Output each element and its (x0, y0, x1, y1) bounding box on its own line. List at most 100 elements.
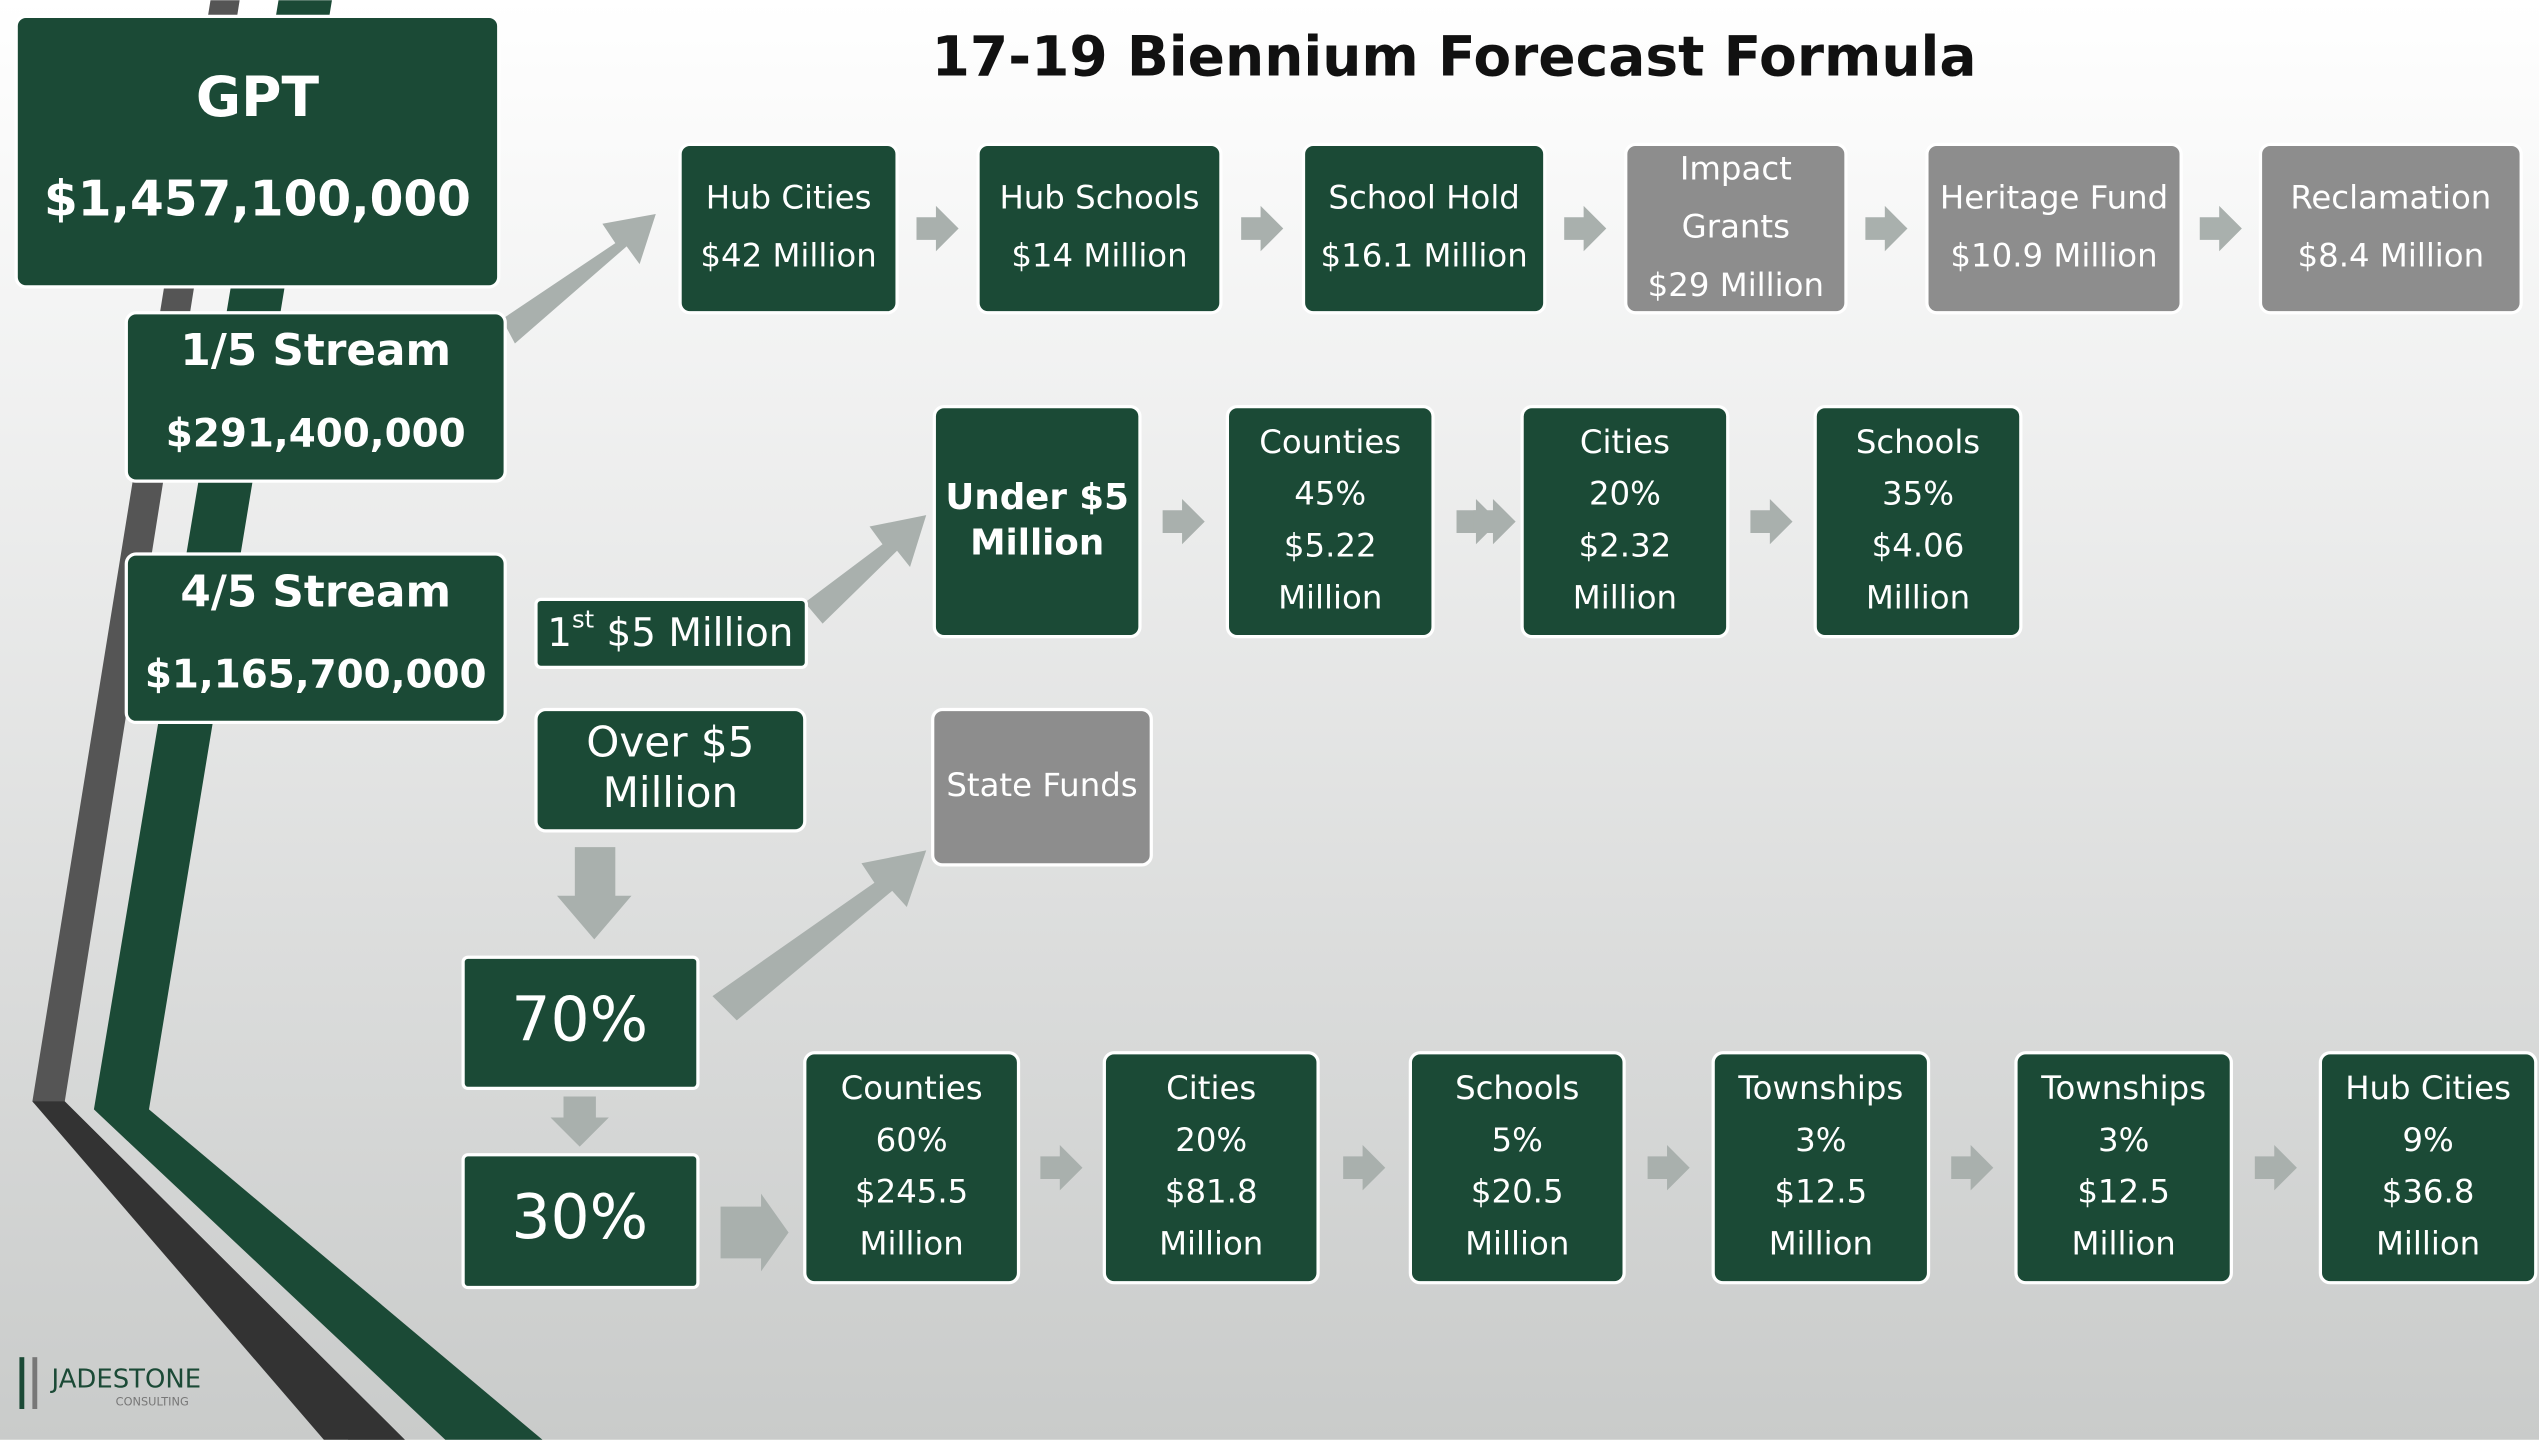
box-text: 60% (876, 1121, 948, 1159)
stream-box (124, 552, 507, 725)
box-text: $8.4 Million (2298, 237, 2485, 275)
box-text: 3% (1795, 1121, 1846, 1159)
box-text: Million (1465, 1224, 1569, 1262)
box-text: $14 Million (1011, 237, 1187, 275)
box-text: $12.5 (2077, 1173, 2170, 1211)
box-text: Over $5 (586, 718, 754, 767)
box (2318, 1051, 2538, 1285)
box-text: Million (1278, 578, 1382, 616)
box-text: 20% (1175, 1121, 1247, 1159)
arrow (1040, 1145, 1083, 1191)
arrow (1750, 498, 1793, 545)
gpt-label: GPT (196, 65, 320, 129)
box-text: $36.8 (2382, 1173, 2475, 1211)
arrows (501, 213, 927, 1272)
box-text: Million (2072, 1224, 2176, 1262)
box-text: Million (603, 768, 739, 817)
pct-30: 30% (511, 1181, 648, 1253)
box-text: Million (1769, 1224, 1873, 1262)
pct-box (461, 955, 700, 1091)
arrow (1564, 205, 1607, 252)
box-text: Million (1573, 578, 1677, 616)
stream-label: 4/5 Stream (180, 567, 451, 618)
box (1102, 1051, 1320, 1285)
box-text: Hub Schools (999, 178, 1199, 216)
stream-value: $1,165,700,000 (145, 653, 487, 698)
title: 17-19 Biennium Forecast Formula (932, 24, 1977, 88)
box-text: $29 Million (1648, 266, 1824, 304)
box-text: $4.06 (1872, 527, 1965, 565)
box (1301, 142, 1547, 315)
split-text-part: $5 Million (594, 610, 793, 655)
gpt-value: $1,457,100,000 (44, 172, 471, 228)
pct-box (461, 1153, 700, 1290)
box (931, 707, 1153, 867)
box-text: Under $5 (945, 477, 1128, 518)
box-text: Townships (2040, 1069, 2206, 1107)
box (1925, 142, 2183, 315)
box-text: 9% (2402, 1121, 2453, 1159)
box-text: $5.22 (1284, 527, 1377, 565)
arrow (916, 205, 959, 252)
box-text: Cities (1166, 1069, 1256, 1107)
box (2258, 142, 2523, 315)
arrow (1241, 205, 1284, 252)
box-text: Million (1159, 1224, 1263, 1262)
split-text-part: 1 (547, 610, 572, 655)
box-text: 3% (2098, 1121, 2149, 1159)
box-text: $20.5 (1471, 1173, 1564, 1211)
box-text: Reclamation (2290, 178, 2491, 216)
box-text: Million (970, 522, 1104, 563)
box-text: Townships (1737, 1069, 1903, 1107)
box (1624, 142, 1848, 315)
stream-label: 1/5 Stream (180, 325, 451, 376)
box (2014, 1051, 2233, 1285)
box-text: 5% (1492, 1121, 1543, 1159)
box-text: Hub Cities (706, 178, 872, 216)
arrow (557, 847, 632, 940)
box-text: Grants (1682, 208, 1790, 246)
box (1408, 1051, 1626, 1285)
box-text: Cities (1580, 423, 1670, 461)
box-text: 20% (1589, 475, 1661, 513)
arrow (2199, 205, 2242, 252)
arrow (1951, 1145, 1994, 1191)
box (534, 707, 807, 833)
logo-name: JADESTONE (50, 1364, 202, 1394)
split-text-part: st (572, 604, 594, 633)
box (1711, 1051, 1931, 1285)
arrow (1162, 498, 1205, 545)
box-text: Impact (1680, 149, 1792, 187)
box (678, 142, 899, 315)
box-text: $81.8 (1165, 1173, 1258, 1211)
box (803, 1051, 1021, 1285)
pct-70: 70% (511, 984, 648, 1056)
stripe-dark (32, 1101, 405, 1440)
box-text: $42 Million (700, 237, 876, 275)
box-text: Million (1866, 578, 1970, 616)
box-text: School Hold (1328, 178, 1519, 216)
arrow (1473, 498, 1516, 545)
box-text: Hub Cities (2345, 1069, 2511, 1107)
box-text: Million (2376, 1224, 2480, 1262)
logo-bar (19, 1357, 25, 1409)
box (1225, 405, 1435, 639)
arrow (2254, 1145, 2297, 1191)
arrow (1865, 205, 1908, 252)
split-box (534, 597, 809, 669)
arrow (501, 213, 656, 344)
box-text: Schools (1455, 1069, 1579, 1107)
logo-bar (32, 1357, 38, 1409)
box-text: Counties (841, 1069, 983, 1107)
box (932, 405, 1142, 639)
box (1520, 405, 1730, 639)
arrow (720, 1193, 789, 1272)
box-text: Heritage Fund (1940, 178, 2168, 216)
box-text: $16.1 Million (1321, 237, 1528, 275)
box-text: Schools (1856, 423, 1980, 461)
box-text: $2.32 (1579, 527, 1672, 565)
arrow (712, 850, 927, 1021)
stream-box (124, 311, 507, 483)
arrow (550, 1096, 609, 1147)
